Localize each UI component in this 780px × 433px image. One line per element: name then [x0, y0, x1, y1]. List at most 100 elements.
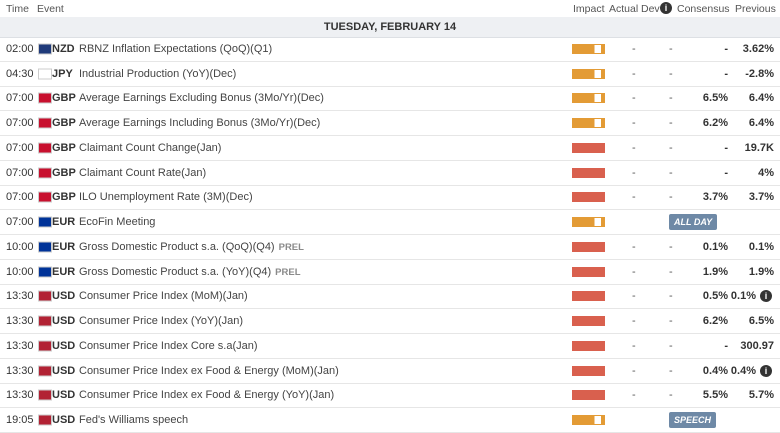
deviation: - [669, 117, 673, 130]
event-text: Fed's Williams speech [79, 414, 189, 427]
previous: 19.7K [744, 141, 774, 154]
currency: GBP [52, 166, 76, 179]
event-row[interactable]: 07:00 GBP Claimant Count Rate(Jan) - - - 4% [0, 161, 780, 186]
flag [38, 365, 52, 377]
consensus: 1.9% [702, 265, 728, 278]
consensus: 6.2% [702, 315, 728, 328]
event-row[interactable]: 13:30 USD Consumer Price Index (YoY)(Jan) -… [0, 309, 780, 334]
event-text: Gross Domestic Product s.a. (QoQ)(Q4) [79, 240, 275, 253]
currency: GBP [52, 117, 76, 130]
currency: GBP [52, 92, 76, 105]
impact-bar [572, 118, 605, 129]
event-name: Consumer Price Index ex Food & Energy (Y… [79, 389, 334, 401]
column-header: Dev [641, 3, 660, 15]
currency: EUR [52, 265, 76, 278]
deviation: - [669, 240, 673, 253]
date-row: TUESDAY, FEBRUARY 14 [0, 17, 780, 38]
consensus: 6.2% [702, 117, 728, 130]
event-text: Average Earnings Including Bonus (3Mo/Yr… [79, 117, 321, 130]
event-text: Average Earnings Excluding Bonus (3Mo/Yr… [79, 92, 324, 105]
impact-bar [572, 217, 605, 228]
event-row[interactable]: 02:00 NZD RBNZ Inflation Expectations (QoQ… [0, 37, 780, 62]
flag [38, 142, 52, 154]
consensus: 3.7% [702, 191, 728, 204]
time: 07:00 [6, 166, 34, 179]
time: 07:00 [6, 117, 34, 130]
deviation: - [669, 191, 673, 204]
event-text: Industrial Production (YoY)(Dec) [79, 67, 237, 80]
column-header: Actual [609, 3, 639, 15]
currency: USD [52, 364, 76, 377]
time: 07:00 [6, 141, 34, 154]
flag [38, 389, 52, 401]
time: 10:00 [6, 265, 34, 278]
consensus: 6.5% [702, 92, 728, 105]
deviation: - [669, 389, 673, 402]
info-icon[interactable]: i [760, 290, 772, 303]
currency: JPY [52, 67, 73, 80]
event-row[interactable]: 13:30 USD Consumer Price Index Core s.a(Ja… [0, 334, 780, 359]
event-text: ILO Unemployment Rate (3M)(Dec) [79, 191, 253, 204]
column-header: Time [6, 3, 29, 15]
event-text: RBNZ Inflation Expectations (QoQ)(Q1) [79, 42, 273, 55]
consensus: - [724, 141, 728, 154]
event-name: Consumer Price Index Core s.a(Jan) [79, 340, 258, 352]
flag [38, 414, 52, 426]
previous: 4% [758, 166, 774, 179]
event-row[interactable]: 13:30 USD Consumer Price Index (MoM)(Jan) -… [0, 285, 780, 310]
event-name: Average Earnings Excluding Bonus (3Mo/Yr… [79, 92, 324, 104]
event-row[interactable]: 07:00 GBP Claimant Count Change(Jan) - - - 19.… [0, 136, 780, 161]
flag [38, 216, 52, 228]
event-text: Consumer Price Index ex Food & Energy (M… [79, 364, 339, 377]
time: 13:30 [6, 364, 34, 377]
event-name: Average Earnings Including Bonus (3Mo/Yr… [79, 117, 320, 129]
impact-bar [572, 291, 605, 302]
time: 13:30 [6, 389, 34, 402]
event-row[interactable]: 10:00 EUR Gross Domestic Product s.a. (YoY… [0, 260, 780, 285]
time: 07:00 [6, 191, 34, 204]
flag [38, 68, 52, 80]
deviation: - [669, 67, 673, 80]
event-name: Claimant Count Rate(Jan) [79, 167, 206, 179]
time: 04:30 [6, 67, 34, 80]
event-text: Consumer Price Index Core s.a(Jan) [79, 339, 258, 352]
consensus: - [724, 42, 728, 55]
event-tag: PREL [278, 241, 304, 253]
flag [38, 117, 52, 129]
actual: - [632, 315, 636, 328]
event-name: RBNZ Inflation Expectations (QoQ)(Q1) [79, 43, 272, 55]
event-row[interactable]: 07:00 GBP Average Earnings Excluding Bonus… [0, 87, 780, 112]
time: 13:30 [6, 315, 34, 328]
event-row[interactable]: 13:30 USD Consumer Price Index ex Food & E… [0, 384, 780, 409]
actual: - [632, 240, 636, 253]
time: 19:05 [6, 414, 34, 427]
event-row[interactable]: 07:00 EUR EcoFin Meeting ALL DAY [0, 210, 780, 235]
deviation: - [669, 290, 673, 303]
event-name: Industrial Production (YoY)(Dec) [79, 68, 236, 80]
flag [38, 241, 52, 253]
actual: - [632, 364, 636, 377]
impact-bar [572, 415, 605, 426]
event-row[interactable]: 19:05 USD Fed's Williams speech SPEECH [0, 408, 780, 433]
info-icon[interactable]: i [760, 364, 772, 377]
event-row[interactable]: 07:00 GBP ILO Unemployment Rate (3M)(Dec) -… [0, 186, 780, 211]
flag [38, 43, 52, 55]
event-row[interactable]: 07:00 GBP Average Earnings Including Bonus… [0, 111, 780, 136]
info-icon[interactable]: i [660, 2, 672, 14]
event-row[interactable]: 10:00 EUR Gross Domestic Product s.a. (QoQ… [0, 235, 780, 260]
event-name: Consumer Price Index (MoM)(Jan) [79, 290, 248, 302]
time: 10:00 [6, 240, 34, 253]
event-text: Consumer Price Index ex Food & Energy (Y… [79, 389, 335, 402]
status-badge: SPEECH [669, 412, 717, 429]
deviation: - [669, 141, 673, 154]
time: 13:30 [6, 290, 34, 303]
impact-bar [572, 365, 605, 376]
column-header: Previous [735, 3, 776, 15]
header-row: Time Event Impact Actual Dev Consensus Previou… [0, 0, 780, 18]
time: 07:00 [6, 216, 34, 229]
event-row[interactable]: 13:30 USD Consumer Price Index ex Food & E… [0, 359, 780, 384]
event-row[interactable]: 04:30 JPY Industrial Production (YoY)(Dec)… [0, 62, 780, 87]
event-name: ILO Unemployment Rate (3M)(Dec) [79, 191, 253, 203]
actual: - [632, 117, 636, 130]
time: 13:30 [6, 339, 34, 352]
